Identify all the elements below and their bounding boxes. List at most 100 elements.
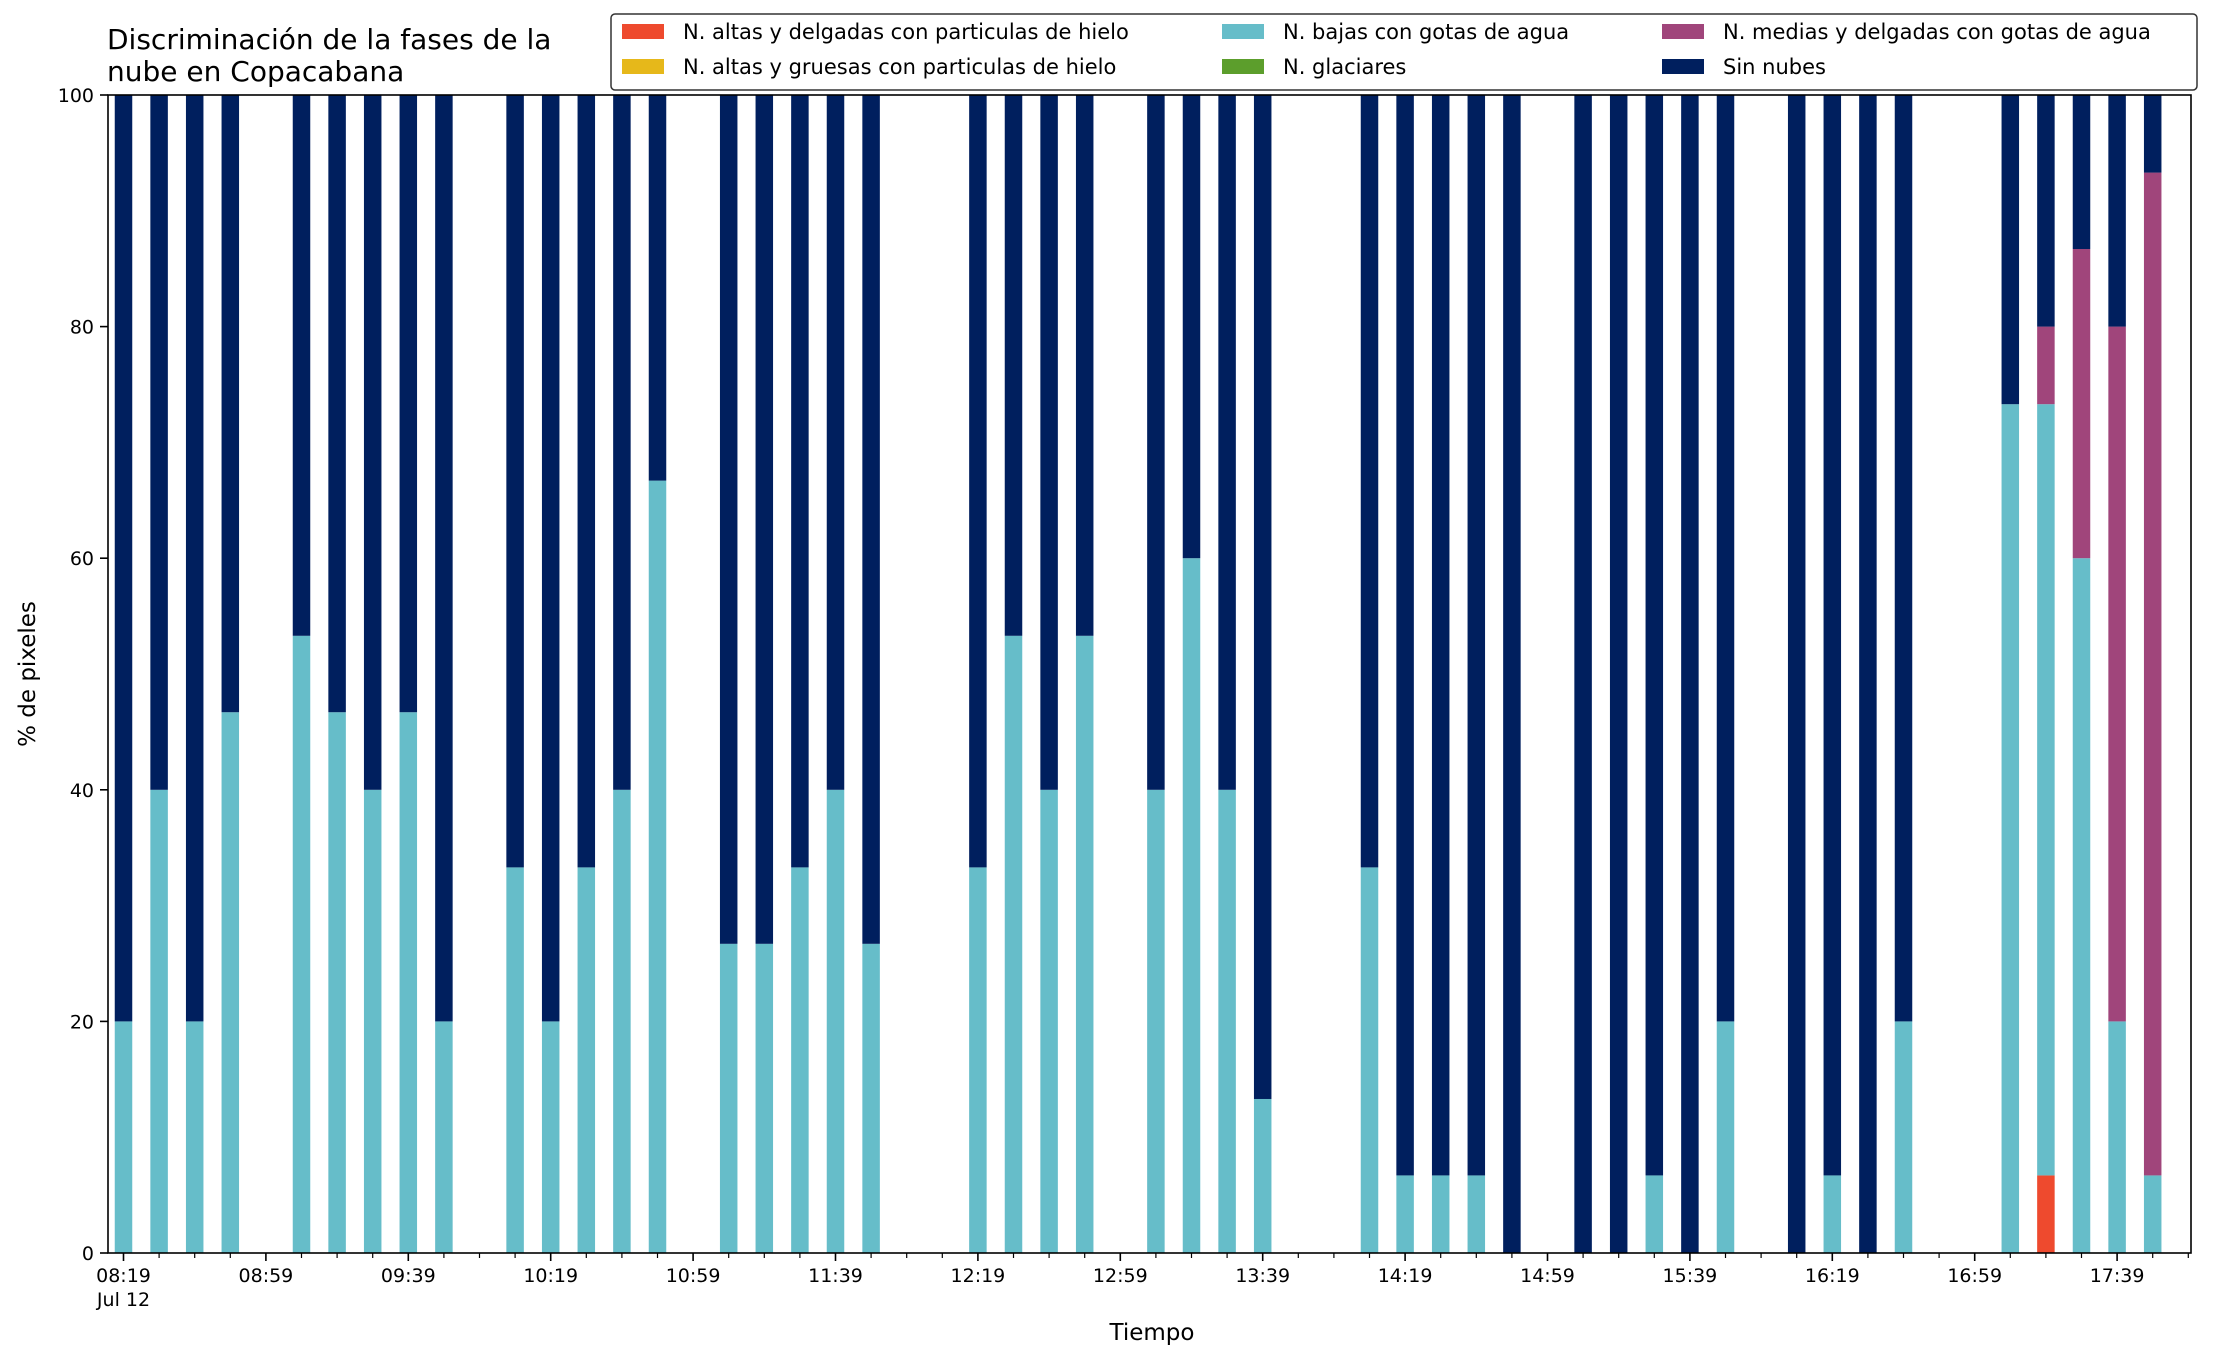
bar-stack xyxy=(1894,95,1913,1253)
x-tick-label: 17:39 xyxy=(2090,1265,2145,1287)
x-tick-label: 08:59 xyxy=(239,1265,294,1287)
x-tick-label: 11:39 xyxy=(808,1265,863,1287)
x-tick-label: 13:39 xyxy=(1235,1265,1290,1287)
bar-segment xyxy=(969,95,987,868)
bar-stack xyxy=(399,95,418,1253)
legend-box xyxy=(610,13,2198,91)
y-tick-label: 80 xyxy=(70,317,94,339)
bar-segment xyxy=(1645,1175,1664,1253)
bar-stack xyxy=(969,95,987,1253)
bar-stack xyxy=(1716,95,1735,1253)
bar-segment xyxy=(541,95,560,1022)
bar-segment xyxy=(1360,867,1379,1253)
bar-segment xyxy=(328,712,346,1253)
bar-segment xyxy=(1503,95,1521,1253)
bar-segment xyxy=(185,1021,204,1253)
bar-segment xyxy=(328,95,346,713)
bar-segment xyxy=(826,95,845,790)
x-tick-label: 12:19 xyxy=(951,1265,1006,1287)
bar-segment xyxy=(1609,95,1628,1253)
legend-swatch xyxy=(1222,59,1264,74)
bar-segment xyxy=(2037,404,2055,1176)
bar-segment xyxy=(1681,95,1699,1253)
bar-stack xyxy=(1503,95,1521,1253)
bar-segment xyxy=(1716,95,1735,1022)
bar-segment xyxy=(1360,95,1379,868)
bar-stack xyxy=(577,95,596,1253)
bar-segment xyxy=(862,95,880,944)
legend-item: Sin nubes xyxy=(1662,55,1826,79)
bar-stack xyxy=(648,95,667,1253)
legend-label: N. altas y gruesas con particulas de hie… xyxy=(683,55,1116,79)
bar-segment xyxy=(114,95,133,1022)
legend-item: N. glaciares xyxy=(1222,55,1406,79)
bar-segment xyxy=(1253,1098,1272,1253)
x-tick-label: 15:39 xyxy=(1663,1265,1718,1287)
legend-label: N. medias y delgadas con gotas de agua xyxy=(1723,20,2151,44)
bar-stack xyxy=(862,95,880,1253)
y-axis: 0 20 40 60 80 100 xyxy=(58,85,108,1265)
bar-stack xyxy=(1681,95,1699,1253)
bar-stack xyxy=(1787,95,1806,1253)
y-tick-label: 60 xyxy=(70,548,94,570)
bar-stack xyxy=(1218,95,1236,1253)
bar-segment xyxy=(1823,1175,1842,1253)
bar-segment xyxy=(541,1021,560,1253)
bar-segment xyxy=(648,95,667,481)
bar-segment xyxy=(1467,1175,1486,1253)
bar-segment xyxy=(1182,95,1201,559)
bar-segment xyxy=(2072,249,2091,559)
bar-stack xyxy=(2001,95,2020,1253)
bar-stack xyxy=(1823,95,1842,1253)
bar-segment xyxy=(435,95,453,1022)
bar-segment xyxy=(1823,95,1842,1176)
bar-stack xyxy=(363,95,382,1253)
bar-segment xyxy=(1182,558,1201,1253)
y-tick-label: 100 xyxy=(58,85,94,107)
bar-segment xyxy=(1431,1175,1450,1253)
bar-segment xyxy=(114,1021,133,1253)
bar-segment xyxy=(435,1021,453,1253)
bar-segment xyxy=(577,867,596,1253)
bar-segment xyxy=(755,943,774,1253)
bar-stack xyxy=(1431,95,1450,1253)
bar-segment xyxy=(1075,95,1094,636)
bar-segment xyxy=(185,95,204,1022)
bar-segment xyxy=(1075,635,1094,1253)
bar-stack xyxy=(435,95,453,1253)
bar-segment xyxy=(1040,789,1058,1253)
bar-segment xyxy=(1218,95,1236,790)
bar-segment xyxy=(1894,1021,1913,1253)
bar-segment xyxy=(399,712,418,1253)
bar-segment xyxy=(1859,95,1877,1253)
bar-segment xyxy=(648,480,667,1253)
bar-segment xyxy=(150,95,168,790)
bar-segment xyxy=(506,95,524,868)
bar-segment xyxy=(719,943,738,1253)
legend-swatch xyxy=(1662,24,1704,39)
x-tick-sublabel: Jul 12 xyxy=(96,1289,150,1311)
y-tick-label: 0 xyxy=(82,1243,94,1265)
bar-segment xyxy=(2072,558,2091,1253)
bar-segment xyxy=(506,867,524,1253)
bar-stack xyxy=(2072,95,2091,1253)
bar-stack xyxy=(719,95,738,1253)
legend-item: N. medias y delgadas con gotas de agua xyxy=(1662,20,2151,44)
legend-swatch xyxy=(622,59,664,74)
bar-segment xyxy=(613,789,631,1253)
bar-segment xyxy=(2072,95,2091,250)
bar-stack xyxy=(2108,95,2126,1253)
bar-stack xyxy=(1609,95,1628,1253)
bar-stack xyxy=(221,95,240,1253)
x-tick-label: 10:59 xyxy=(666,1265,721,1287)
bar-segment xyxy=(2108,326,2126,1022)
bar-stack xyxy=(1004,95,1023,1253)
bar-segment xyxy=(1716,1021,1735,1253)
y-axis-label: % de pixeles xyxy=(15,601,41,747)
bar-segment xyxy=(2037,95,2055,327)
bar-segment xyxy=(2001,95,2020,405)
bar-stack xyxy=(1360,95,1379,1253)
bar-segment xyxy=(1004,95,1023,636)
legend-swatch xyxy=(622,24,664,39)
